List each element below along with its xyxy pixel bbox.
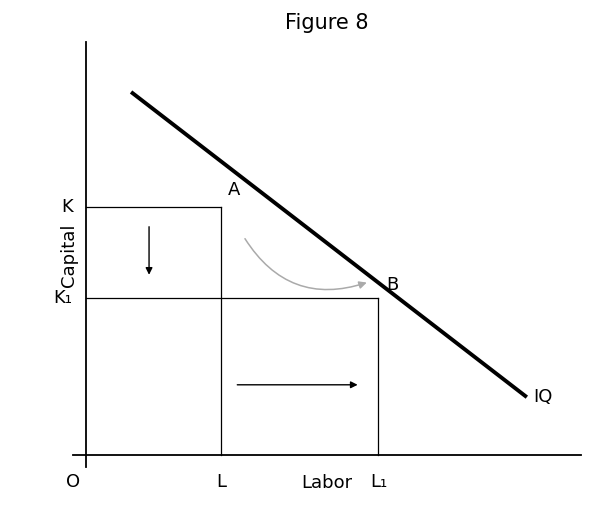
Title: Figure 8: Figure 8 xyxy=(285,13,368,32)
Text: A: A xyxy=(227,181,240,199)
FancyArrowPatch shape xyxy=(245,238,365,289)
Text: L: L xyxy=(216,474,226,492)
X-axis label: Labor: Labor xyxy=(301,474,352,492)
Text: K₁: K₁ xyxy=(54,289,73,307)
Text: B: B xyxy=(387,276,399,294)
Text: L₁: L₁ xyxy=(370,474,387,492)
Text: K: K xyxy=(61,199,73,217)
Text: O: O xyxy=(65,474,80,492)
Text: IQ: IQ xyxy=(534,388,553,406)
Y-axis label: Capital: Capital xyxy=(60,223,78,287)
